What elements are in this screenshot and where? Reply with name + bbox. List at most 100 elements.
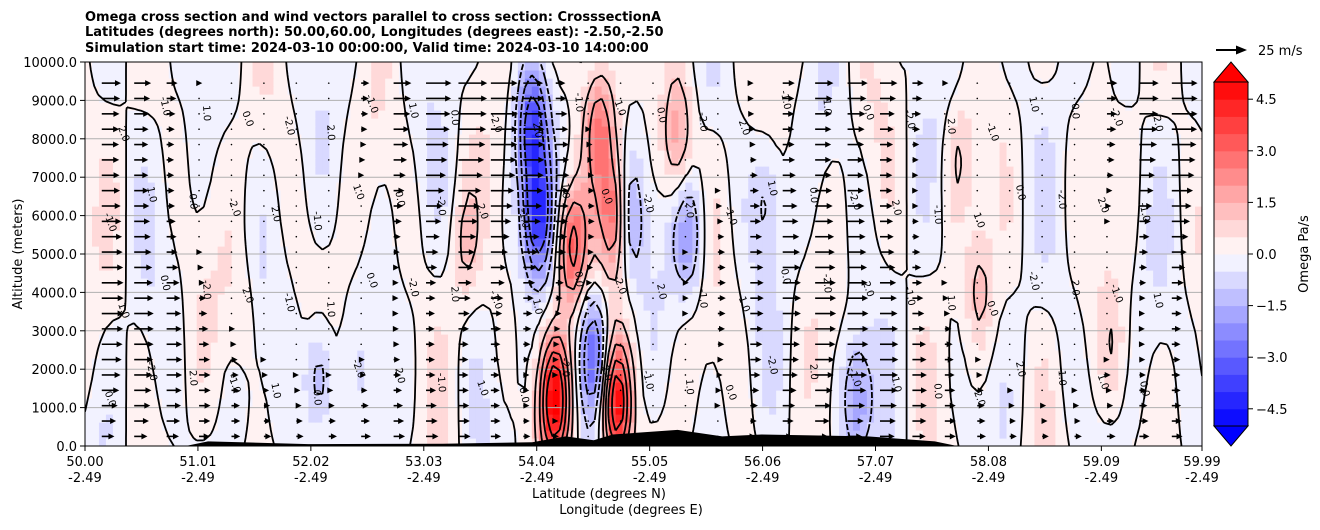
omega-cell [1020, 270, 1029, 279]
omega-cell [1174, 230, 1182, 239]
omega-cell [1041, 318, 1050, 327]
omega-cell [776, 222, 784, 231]
omega-cell [468, 422, 477, 431]
omega-cell [1027, 374, 1036, 383]
omega-cell [1111, 318, 1119, 327]
omega-cell [978, 206, 987, 215]
omega-cell [804, 342, 812, 351]
omega-cell [1139, 422, 1147, 431]
omega-cell [992, 398, 1001, 407]
omega-cell [922, 206, 931, 215]
omega-cell [615, 414, 624, 423]
omega-cell [776, 198, 784, 207]
omega-cell [978, 422, 987, 431]
omega-cell [259, 422, 268, 431]
omega-cell [245, 422, 254, 431]
omega-cell [727, 310, 735, 319]
omega-cell [420, 270, 428, 279]
omega-cell [1181, 390, 1189, 399]
omega-cell [573, 270, 582, 279]
omega-cell [280, 198, 289, 207]
omega-cell [1118, 390, 1126, 399]
omega-cell [908, 366, 917, 375]
omega-cell [957, 414, 966, 423]
omega-cell [503, 430, 512, 439]
omega-cell [161, 310, 170, 319]
omega-cell [315, 198, 323, 207]
omega-cell [1020, 310, 1029, 319]
omega-cell [266, 406, 275, 415]
omega-cell [650, 334, 659, 343]
omega-cell [566, 422, 575, 431]
omega-cell [699, 294, 707, 303]
omega-cell [1146, 382, 1154, 391]
omega-cell [406, 310, 414, 319]
omega-cell [873, 214, 882, 223]
omega-cell [1027, 214, 1036, 223]
omega-cell [1027, 406, 1036, 415]
omega-cell [845, 206, 854, 215]
omega-cell [866, 342, 875, 351]
omega-cell [1174, 390, 1182, 399]
omega-cell [657, 286, 666, 295]
omega-cell [1160, 230, 1168, 239]
omega-cell [1027, 310, 1036, 319]
omega-cell [294, 222, 303, 231]
omega-cell [496, 406, 505, 415]
omega-cell [1013, 382, 1022, 391]
omega-cell [1062, 398, 1070, 407]
omega-cell [643, 262, 652, 271]
omega-cell [85, 190, 93, 199]
omega-cell [224, 214, 233, 223]
omega-cell [161, 350, 170, 359]
omega-cell [887, 230, 896, 239]
omega-cell [999, 286, 1008, 295]
omega-cell [98, 358, 107, 367]
omega-cell [203, 302, 212, 311]
omega-cell [434, 390, 442, 399]
omega-cell [859, 198, 868, 207]
omega-cell [852, 374, 861, 383]
omega-cell [119, 342, 128, 351]
omega-cell [776, 406, 784, 415]
omega-cell [126, 358, 135, 367]
omega-cell [231, 438, 240, 446]
omega-cell [1188, 334, 1196, 343]
omega-cell [378, 366, 386, 375]
omega-cell [992, 438, 1001, 446]
omega-cell [238, 222, 247, 231]
omega-cell [880, 350, 889, 359]
omega-cell [608, 254, 617, 263]
omega-cell [105, 318, 114, 327]
omega-cell [873, 198, 882, 207]
omega-cell [196, 342, 205, 351]
omega-cell [196, 390, 205, 399]
omega-cell [783, 246, 791, 255]
omega-cell [441, 198, 449, 207]
omega-cell [322, 294, 330, 303]
omega-cell [950, 246, 959, 255]
omega-cell [978, 406, 987, 415]
omega-cell [154, 198, 163, 207]
omega-cell [804, 406, 812, 415]
omega-cell [727, 430, 735, 439]
omega-cell [168, 350, 177, 359]
omega-cell [566, 430, 575, 439]
omega-cell [838, 350, 847, 359]
omega-cell [845, 382, 854, 391]
omega-cell [224, 278, 233, 287]
omega-cell [252, 262, 261, 271]
omega-cell [385, 198, 393, 207]
omega-cell [1048, 230, 1056, 239]
omega-cell [887, 382, 896, 391]
omega-cell [713, 342, 721, 351]
omega-cell [559, 278, 568, 287]
omega-cell [929, 430, 938, 439]
omega-cell [224, 238, 233, 247]
omega-cell [91, 238, 100, 247]
omega-cell [1125, 278, 1133, 287]
omega-cell [1153, 390, 1161, 399]
omega-cell [140, 350, 149, 359]
omega-cell [364, 382, 372, 391]
omega-cell [790, 246, 798, 255]
